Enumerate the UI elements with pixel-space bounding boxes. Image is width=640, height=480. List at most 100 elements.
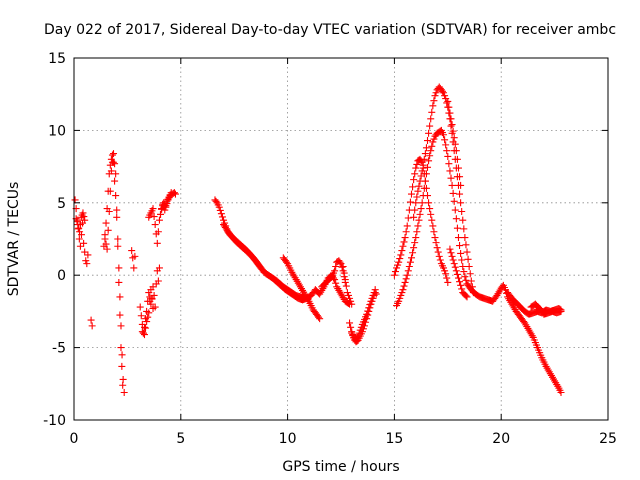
data-point xyxy=(428,216,436,224)
data-point xyxy=(367,297,375,305)
data-point xyxy=(403,271,411,279)
data-point xyxy=(171,190,179,198)
data-point xyxy=(398,289,406,297)
x-tick-label: 20 xyxy=(492,431,510,447)
data-point xyxy=(432,89,440,97)
data-point xyxy=(149,305,157,313)
data-point xyxy=(443,147,451,155)
data-point xyxy=(451,206,459,214)
data-point xyxy=(117,344,125,352)
data-point xyxy=(443,99,451,107)
data-point xyxy=(449,127,457,135)
data-point xyxy=(557,388,565,396)
data-point xyxy=(159,200,167,208)
data-point xyxy=(440,131,448,139)
data-point xyxy=(330,274,338,282)
data-point xyxy=(128,247,136,255)
data-point xyxy=(457,181,465,189)
data-point xyxy=(332,279,340,287)
data-point xyxy=(406,258,414,266)
data-point xyxy=(448,252,456,260)
data-point xyxy=(466,270,474,278)
data-point xyxy=(402,275,410,283)
data-point xyxy=(87,316,95,324)
data-point xyxy=(315,313,323,321)
data-point xyxy=(151,221,159,229)
data-point xyxy=(403,222,411,230)
x-tick-label: 25 xyxy=(599,431,617,447)
data-point xyxy=(417,157,425,165)
data-point xyxy=(446,167,454,175)
data-point xyxy=(215,203,223,211)
data-point xyxy=(457,281,465,289)
data-point xyxy=(450,260,458,268)
data-point xyxy=(462,241,470,249)
data-point xyxy=(425,157,433,165)
data-point xyxy=(446,109,454,117)
data-point xyxy=(441,136,449,144)
data-point xyxy=(411,239,419,247)
data-point xyxy=(442,270,450,278)
data-point xyxy=(464,255,472,263)
data-point xyxy=(440,264,448,272)
data-point xyxy=(447,249,455,257)
data-point xyxy=(111,177,119,185)
data-point xyxy=(441,267,449,275)
data-point xyxy=(420,155,428,163)
data-point xyxy=(431,92,439,100)
data-point xyxy=(102,240,110,248)
data-point xyxy=(424,137,432,145)
data-point xyxy=(444,152,452,160)
data-point xyxy=(424,163,432,171)
data-point xyxy=(452,215,460,223)
data-point xyxy=(411,206,419,214)
data-point xyxy=(368,294,376,302)
data-point xyxy=(446,245,454,253)
data-point xyxy=(115,264,123,272)
data-point xyxy=(103,245,111,253)
x-axis-label: GPS time / hours xyxy=(282,459,399,475)
data-point xyxy=(218,213,226,221)
data-point xyxy=(404,214,412,222)
data-point xyxy=(370,289,378,297)
data-point xyxy=(427,147,435,155)
data-point xyxy=(343,289,351,297)
data-point xyxy=(445,160,453,168)
data-point xyxy=(346,294,354,302)
data-point xyxy=(430,97,438,105)
data-point xyxy=(114,235,122,243)
data-point xyxy=(426,205,434,213)
data-point xyxy=(430,228,438,236)
data-point xyxy=(415,216,423,224)
data-point xyxy=(419,161,427,169)
data-point xyxy=(157,210,165,218)
data-point xyxy=(407,254,415,262)
data-point xyxy=(395,258,403,266)
data-point xyxy=(139,329,147,337)
data-point xyxy=(453,155,461,163)
chart-title: Day 022 of 2017, Sidereal Day-to-day VTE… xyxy=(44,22,616,38)
data-point xyxy=(411,170,419,178)
data-point xyxy=(113,206,121,214)
data-point xyxy=(397,291,405,299)
data-point xyxy=(82,257,90,265)
data-point xyxy=(453,270,461,278)
data-point xyxy=(363,310,371,318)
data-point xyxy=(341,276,349,284)
data-point xyxy=(216,206,224,214)
data-point xyxy=(432,239,440,247)
data-point xyxy=(114,242,122,250)
data-point xyxy=(458,256,466,264)
data-point xyxy=(399,286,407,294)
data-point xyxy=(453,224,461,232)
data-point xyxy=(161,206,169,214)
data-point xyxy=(88,322,96,330)
data-point xyxy=(217,210,225,218)
data-point xyxy=(84,251,92,259)
data-point xyxy=(421,150,429,158)
data-point xyxy=(414,187,422,195)
data-point xyxy=(449,256,457,264)
data-point xyxy=(399,242,407,250)
data-point xyxy=(155,264,163,272)
data-point xyxy=(75,235,83,243)
